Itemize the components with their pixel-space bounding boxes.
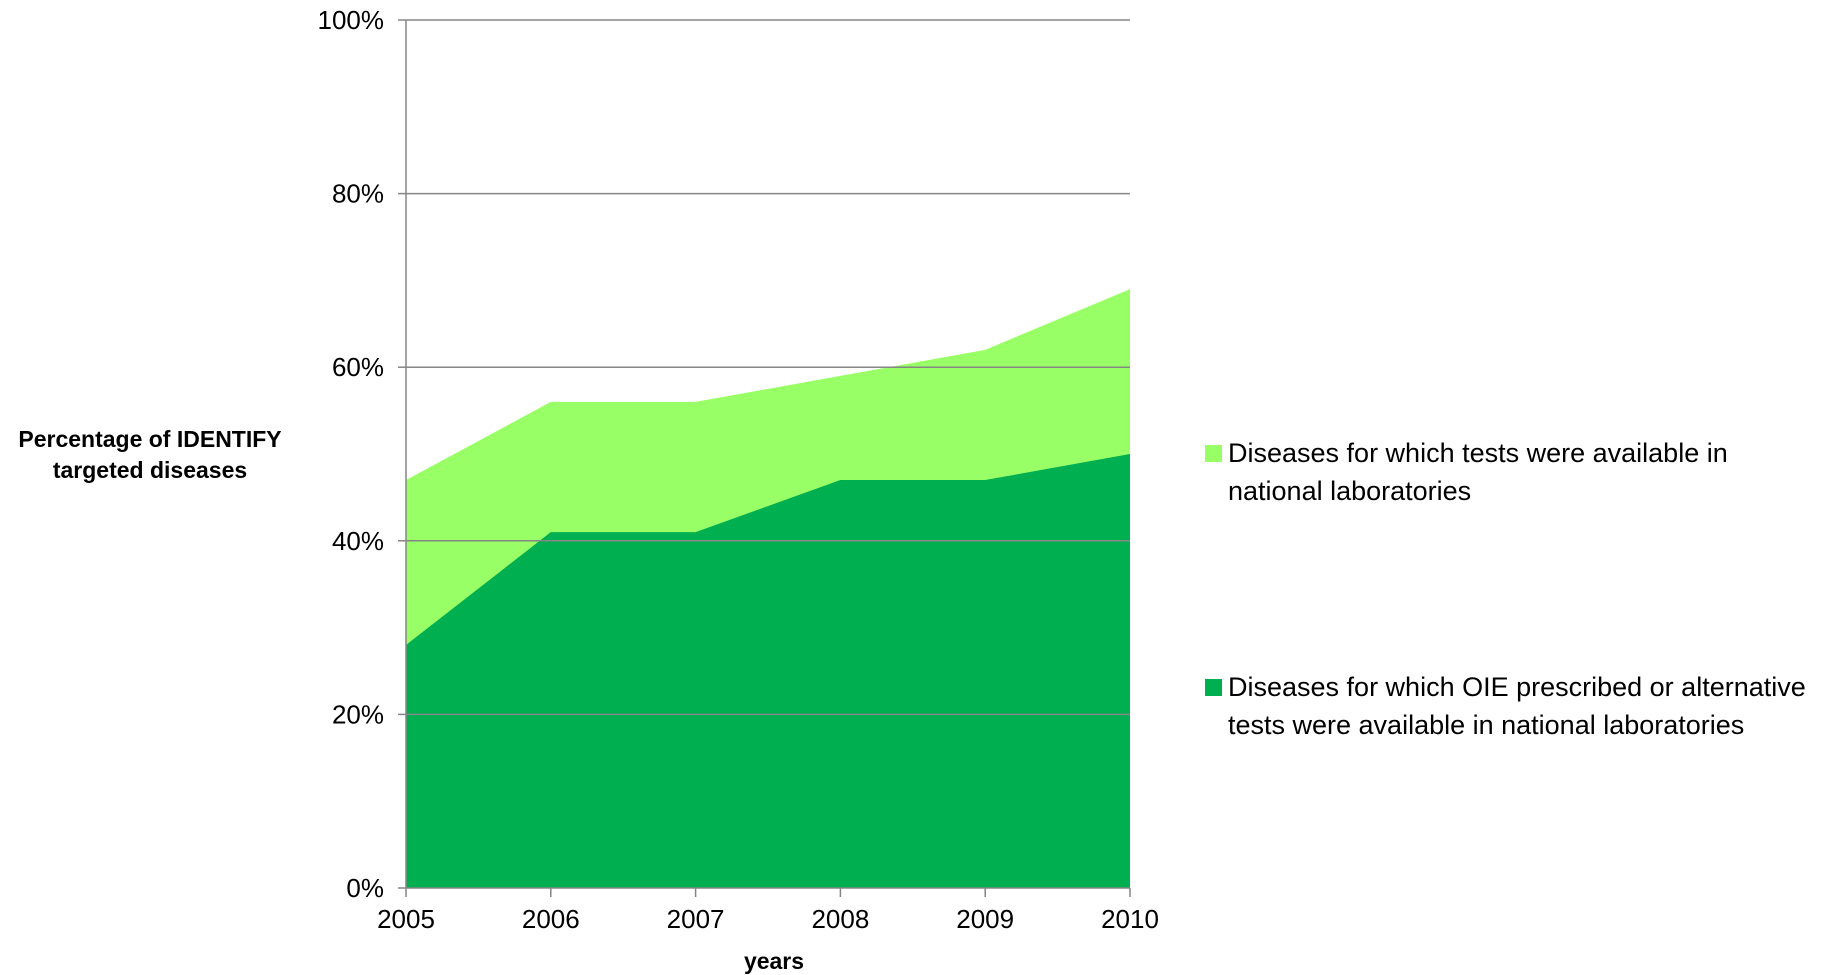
legend-swatch-all-tests bbox=[1205, 445, 1222, 462]
y-tick-label: 80% bbox=[332, 179, 384, 209]
legend-label-oie-tests: Diseases for which OIE prescribed or alt… bbox=[1228, 672, 1806, 740]
y-axis-label: Percentage of IDENTIFY targeted diseases bbox=[18, 426, 282, 483]
y-tick-label: 100% bbox=[318, 5, 385, 35]
legend-item-all-tests: Diseases for which tests were available … bbox=[1205, 434, 1815, 510]
y-tick-label: 60% bbox=[332, 352, 384, 382]
legend-label-all-tests: Diseases for which tests were available … bbox=[1228, 438, 1728, 506]
x-axis-label: years bbox=[743, 948, 805, 974]
legend-item-oie-tests: Diseases for which OIE prescribed or alt… bbox=[1205, 668, 1815, 744]
y-tick-label: 0% bbox=[346, 873, 384, 903]
legend-2: Diseases for which OIE prescribed or alt… bbox=[1205, 668, 1815, 744]
x-tick-label: 2006 bbox=[522, 904, 580, 934]
y-tick-label: 20% bbox=[332, 699, 384, 729]
area-series-1 bbox=[406, 454, 1130, 888]
legend: Diseases for which tests were available … bbox=[1205, 434, 1815, 510]
x-tick-label: 2009 bbox=[956, 904, 1014, 934]
x-tick-label: 2008 bbox=[811, 904, 869, 934]
x-tick-label: 2007 bbox=[667, 904, 725, 934]
legend-swatch-oie-tests bbox=[1205, 679, 1222, 696]
x-tick-label: 2010 bbox=[1101, 904, 1159, 934]
y-tick-label: 40% bbox=[332, 526, 384, 556]
x-tick-label: 2005 bbox=[377, 904, 435, 934]
